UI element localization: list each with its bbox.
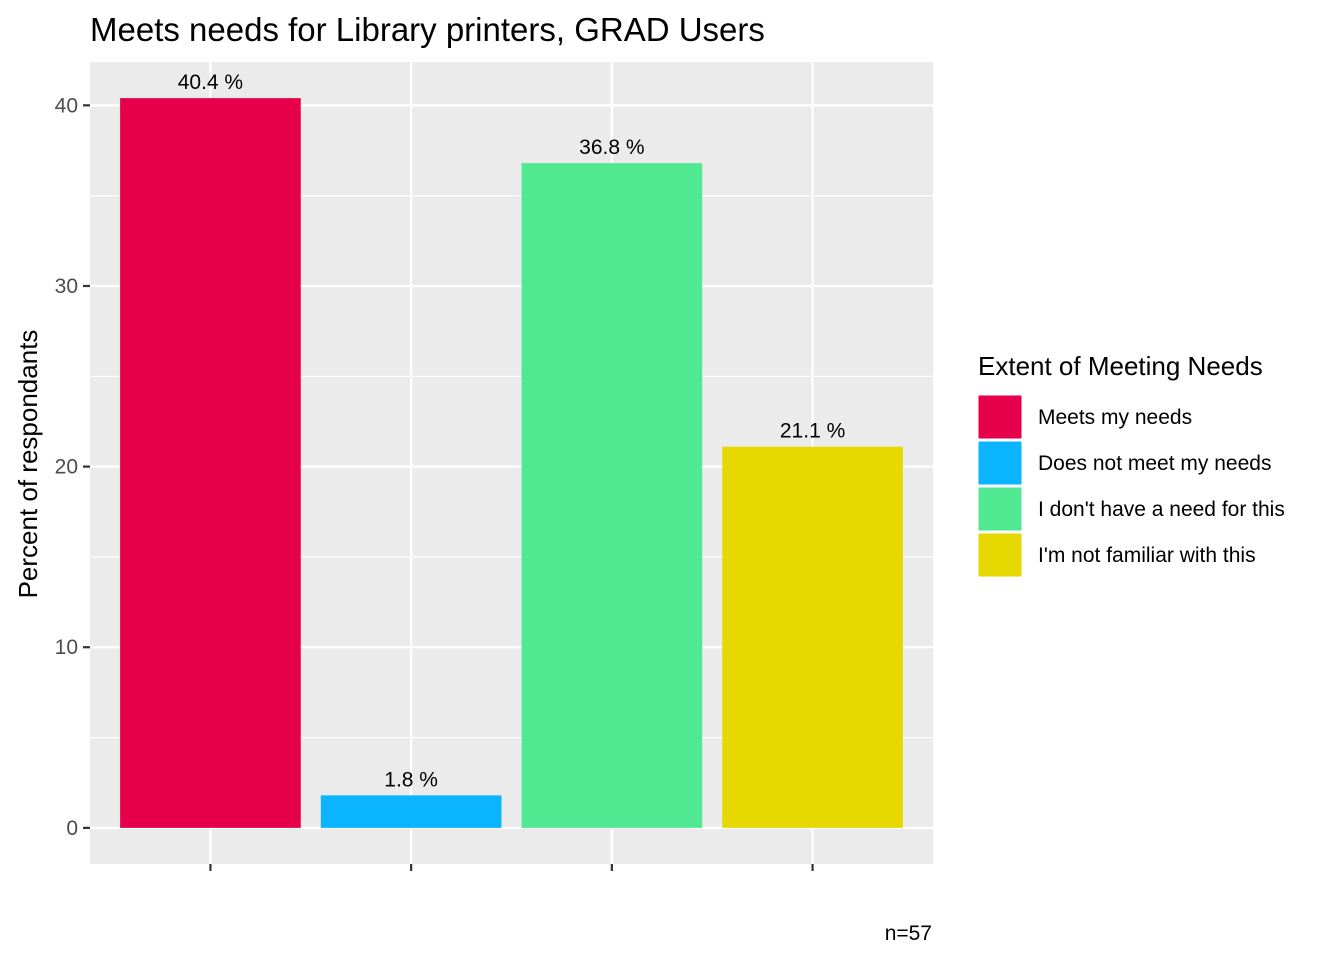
y-tick-label: 30 [55,275,78,298]
bar [722,446,903,828]
x-axis [209,864,814,871]
bar [120,98,301,828]
bar [320,795,502,828]
legend-key [977,486,1023,532]
legend: Extent of Meeting Needs Meets my needs Do… [977,351,1285,578]
y-axis-title: Percent of respondants [13,330,43,599]
bar-data-label: 40.4 % [178,71,243,94]
data-labels: 40.4 % 1.8 % 36.8 % 21.1 % [178,71,846,791]
chart-title: Meets needs for Library printers, GRAD U… [90,11,765,48]
y-tick-label: 0 [66,817,78,840]
bar [521,163,703,828]
legend-key [977,440,1023,486]
sample-size-caption: n=57 [885,922,932,945]
legend-label: Meets my needs [1038,406,1192,429]
bar-data-label: 1.8 % [384,768,438,791]
legend-label: Does not meet my needs [1038,452,1271,475]
y-axis: 0 10 20 30 40 [55,94,90,840]
y-tick-label: 20 [55,456,78,479]
legend-title: Extent of Meeting Needs [978,351,1263,381]
y-tick-label: 10 [55,636,78,659]
legend-entries: Meets my needs Does not meet my needs I do… [977,394,1285,578]
legend-key [977,394,1023,440]
legend-label: I don't have a need for this [1038,498,1285,521]
bars [120,98,903,828]
bar-data-label: 21.1 % [780,420,845,443]
legend-key [977,532,1023,578]
legend-label: I'm not familiar with this [1038,544,1256,567]
bar-data-label: 36.8 % [579,136,644,159]
y-tick-label: 40 [55,94,78,117]
